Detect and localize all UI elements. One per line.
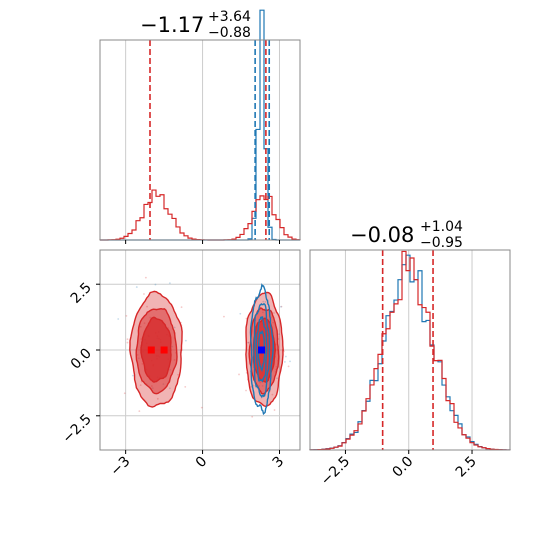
title-x0: −1.17 +3.64 −0.88 xyxy=(140,9,251,41)
sample-point xyxy=(238,373,240,376)
x-tick-label-0: −3 xyxy=(108,454,134,480)
sample-point xyxy=(280,305,282,308)
axes-frame xyxy=(309,249,511,451)
truth-point-2 xyxy=(258,346,266,354)
sample-point xyxy=(223,315,225,318)
sample-point xyxy=(262,300,265,303)
sample-point xyxy=(283,361,286,363)
x-tick-labels: −2.5 0.0 2.5 xyxy=(318,454,480,489)
sample-point xyxy=(135,286,138,288)
sample-point xyxy=(271,393,274,396)
sample-point xyxy=(125,314,128,317)
y-tick-label-0: −2.5 xyxy=(59,411,94,446)
x-tick-labels: −3 0 3 xyxy=(108,454,288,480)
contour-series-secondary xyxy=(249,283,274,416)
sample-point xyxy=(247,341,250,344)
title-x1-upper: +1.04 xyxy=(420,219,463,235)
sample-point xyxy=(117,318,120,320)
y-tick-label-2: 2.5 xyxy=(68,280,95,307)
sample-point xyxy=(278,333,281,336)
panel-hist-x0 xyxy=(99,9,301,244)
histogram-series xyxy=(309,250,511,451)
title-x1-lower: −0.95 xyxy=(420,235,463,251)
truth-points xyxy=(147,346,266,354)
sample-point xyxy=(180,306,183,309)
sample-point xyxy=(184,339,187,342)
x-tick-label-1: 0 xyxy=(193,454,211,472)
contour-secondary-level2 xyxy=(255,316,268,383)
panel-hist-x1: −2.5 0.0 2.5 xyxy=(309,249,511,489)
y-tick-labels: −2.5 0.0 2.5 xyxy=(59,280,94,447)
sample-point xyxy=(200,406,203,409)
sample-point xyxy=(143,293,145,295)
contour-series-primary xyxy=(129,290,284,408)
gridlines xyxy=(344,250,473,450)
title-x1: −0.08 +1.04 −0.95 xyxy=(350,219,463,251)
quantile-lines xyxy=(149,40,271,240)
sample-point xyxy=(284,355,287,358)
tick-marks xyxy=(125,240,280,244)
contour-secondary-level0 xyxy=(249,283,274,416)
gridlines xyxy=(125,40,280,240)
title-x0-upper: +3.64 xyxy=(208,9,251,25)
sample-point xyxy=(251,415,254,418)
sample-point xyxy=(280,305,283,308)
sample-point xyxy=(287,365,290,368)
sample-point xyxy=(168,387,171,390)
sample-point xyxy=(126,341,129,344)
truth-point-1 xyxy=(160,346,168,354)
tick-marks xyxy=(96,283,280,454)
title-x0-lower: −0.88 xyxy=(208,25,251,41)
x-tick-label-1: 0.0 xyxy=(390,454,417,481)
sample-point xyxy=(245,389,247,392)
histogram-primary xyxy=(309,250,511,451)
sample-point xyxy=(239,312,242,315)
axes-frame xyxy=(99,39,301,241)
contour-primary-mode0-level2 xyxy=(140,316,172,383)
histogram-secondary xyxy=(309,254,511,451)
x-tick-label-2: 3 xyxy=(270,454,288,472)
sample-point xyxy=(173,326,176,329)
sample-point xyxy=(168,282,171,285)
sample-point xyxy=(131,374,134,377)
sample-point xyxy=(126,338,129,341)
tick-marks xyxy=(344,450,473,454)
sample-point xyxy=(250,385,253,388)
sample-point xyxy=(139,384,142,387)
sample-point xyxy=(264,300,267,303)
quantile-lines xyxy=(381,250,434,450)
y-tick-label-1: 0.0 xyxy=(68,346,95,373)
contour-secondary-level1 xyxy=(253,302,271,399)
title-x0-main: −1.17 xyxy=(140,13,204,37)
x-tick-label-2: 2.5 xyxy=(453,454,480,481)
sample-point xyxy=(247,341,250,344)
sample-point xyxy=(273,312,275,314)
sample-point xyxy=(276,377,278,380)
sample-point xyxy=(273,409,276,411)
panel-joint-x0-x1: −3 0 3 −2.5 0.0 2.5 xyxy=(59,249,301,480)
sample-point xyxy=(177,373,180,376)
sample-point xyxy=(156,397,159,400)
sample-point xyxy=(146,305,148,308)
sample-point xyxy=(144,276,147,279)
sample-point xyxy=(123,392,126,395)
sample-point xyxy=(289,360,291,363)
sample-point xyxy=(252,384,255,387)
sample-point xyxy=(138,410,141,413)
x-tick-label-0: −2.5 xyxy=(318,454,353,489)
truth-point-0 xyxy=(147,346,155,354)
title-x1-main: −0.08 xyxy=(350,223,414,247)
sample-point xyxy=(184,385,187,388)
sample-point xyxy=(154,283,157,286)
